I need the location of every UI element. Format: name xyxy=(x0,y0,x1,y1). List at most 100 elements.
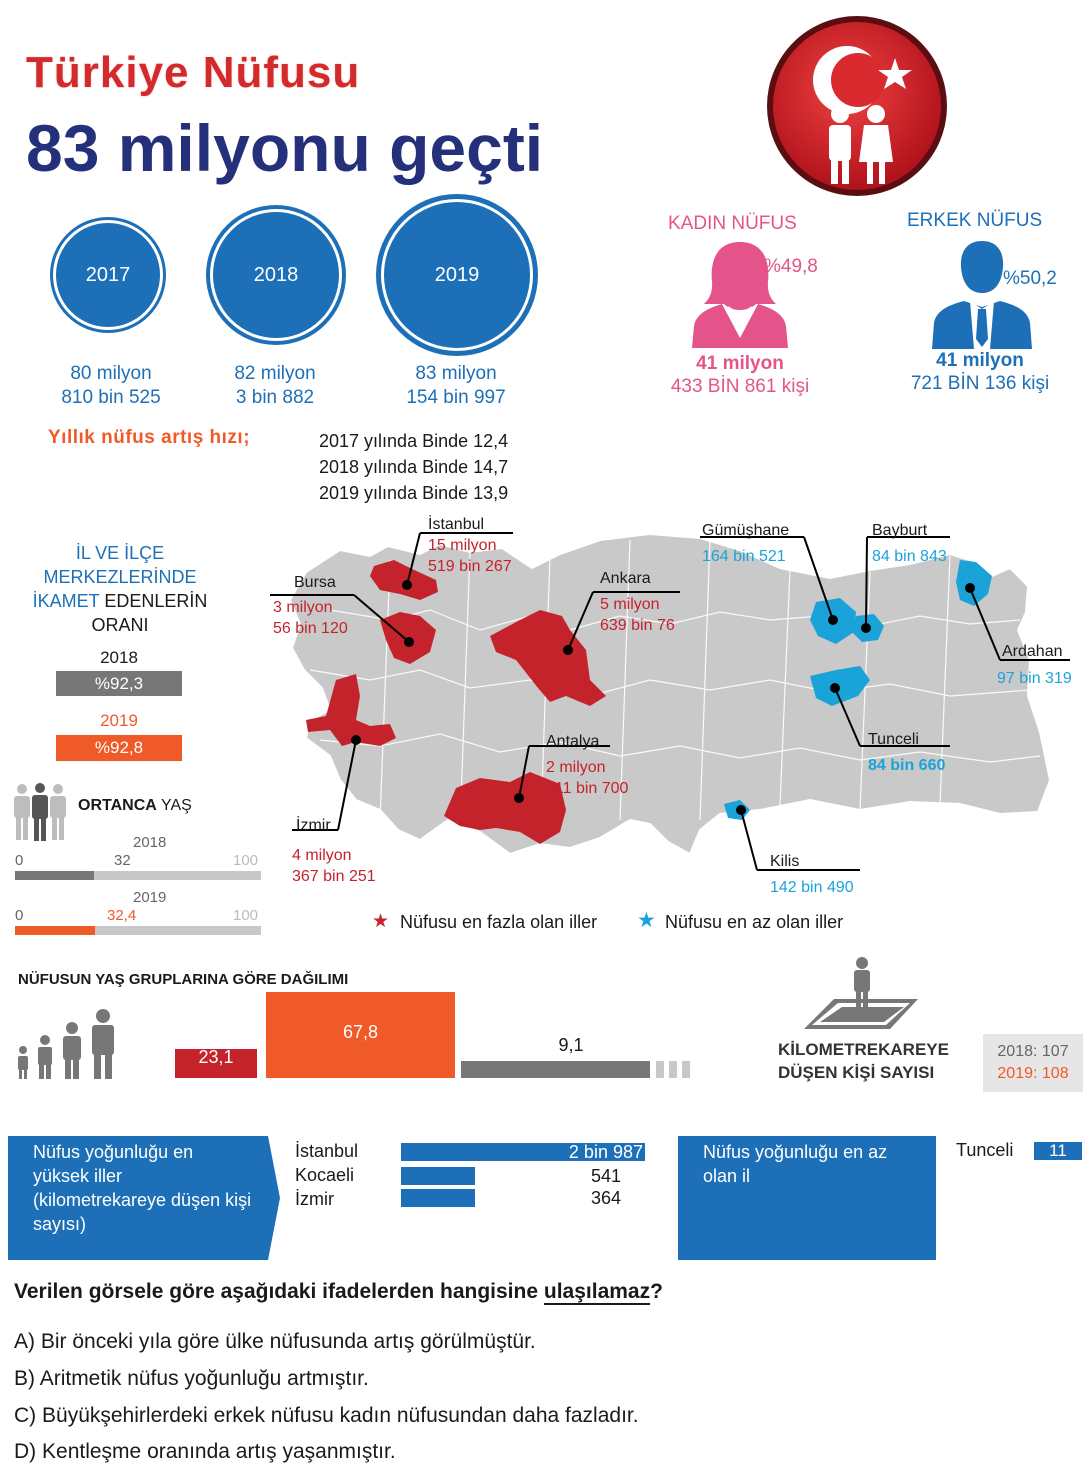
option-letter: C) xyxy=(14,1404,37,1427)
residence-title-line: ORANI xyxy=(91,615,149,635)
residence-title: İL VE İLÇE MERKEZLERİNDE İKAMET EDENLERİ… xyxy=(10,541,230,637)
year-label: 2018 xyxy=(210,209,342,341)
km2-values: 2018: 107 2019: 108 xyxy=(983,1034,1083,1092)
option-b[interactable]: B) Aritmetik nüfus yoğunluğu artmıştır. xyxy=(14,1367,369,1391)
median-max-2018: 100 xyxy=(233,852,259,869)
option-letter: D) xyxy=(14,1440,37,1463)
median-fill-2018 xyxy=(15,871,94,880)
median-max-2019: 100 xyxy=(233,907,259,924)
population-line: 82 milyon xyxy=(234,363,316,384)
option-c[interactable]: C) Büyükşehirlerdeki erkek nüfusu kadın … xyxy=(14,1404,639,1428)
map-label-kilis: Kilis 142 bin 490 xyxy=(770,851,854,898)
izmir-region xyxy=(306,674,396,746)
istanbul-region xyxy=(370,560,438,600)
map-city: İstanbul xyxy=(428,516,485,533)
year-2017-circle: 2017 xyxy=(50,217,166,333)
km2-value-2018: 2018: 107 xyxy=(997,1043,1069,1060)
option-text: Aritmetik nüfus yoğunluğu artmıştır. xyxy=(39,1367,369,1390)
km2-label: KİLOMETREKAREYE DÜŞEN KİŞİ SAYISI xyxy=(778,1038,949,1084)
map-city: Tunceli xyxy=(868,731,919,748)
map-value-bursa: 3 milyon 56 bin 120 xyxy=(273,597,348,639)
map-value: 5 milyon xyxy=(600,596,660,613)
question-stem-text: Verilen görsele göre aşağıdaki ifadelerd… xyxy=(14,1280,544,1303)
option-text: Büyükşehirlerdeki erkek nüfusu kadın nüf… xyxy=(42,1404,639,1427)
density-low-box: Nüfus yoğunluğu en az olan il xyxy=(678,1136,936,1260)
map-value: 511 bin 700 xyxy=(546,780,629,797)
median-value-2019: 32,4 xyxy=(107,907,137,924)
median-age-label: ORTANCA YAŞ xyxy=(78,797,192,815)
map-value: 3 milyon xyxy=(273,599,333,616)
population-2018: 82 milyon 3 bin 882 xyxy=(190,362,360,410)
map-label-bursa: Bursa xyxy=(294,572,336,593)
median-age-label-rest: YAŞ xyxy=(160,797,192,814)
map-city: Gümüşhane xyxy=(702,522,790,539)
density-city: İzmir xyxy=(295,1189,334,1209)
density-value-istanbul: 2 bin 987 xyxy=(568,1142,643,1162)
male-population: 41 milyon 721 BİN 136 kişi xyxy=(880,349,1080,395)
age-bar-dash xyxy=(669,1061,677,1078)
man-icon xyxy=(932,241,1032,349)
map-label-ankara: Ankara 5 milyon 639 bin 76 xyxy=(600,568,675,636)
map-value: 84 bin 660 xyxy=(868,757,946,774)
female-line2: 433 BİN 861 kişi xyxy=(670,376,810,397)
map-city: Antalya xyxy=(546,733,600,750)
growth-row: 2018 yılında Binde 14,7 xyxy=(319,457,509,477)
growth-row: 2017 yılında Binde 12,4 xyxy=(319,431,509,451)
density-value-kocaeli: 541 xyxy=(591,1166,622,1186)
option-d[interactable]: D) Kentleşme oranında artış yaşanmıştır. xyxy=(14,1440,396,1464)
map-city: İzmir xyxy=(296,817,331,834)
median-fill-2019 xyxy=(15,926,95,935)
residence-title-line: İKAMET xyxy=(32,591,100,611)
option-a[interactable]: A) Bir önceki yıla göre ülke nüfusunda a… xyxy=(14,1330,536,1354)
female-title: KADIN NÜFUS xyxy=(668,213,797,234)
growth-row: 2019 yılında Binde 13,9 xyxy=(319,483,509,503)
growth-label: Yıllık nüfus artış hızı; xyxy=(48,427,251,448)
residence-value-2018: %92,3 xyxy=(56,671,182,696)
map-value-izmir: 4 milyon 367 bin 251 xyxy=(292,845,376,887)
option-letter: A) xyxy=(14,1330,35,1353)
density-bar-kocaeli xyxy=(401,1167,475,1185)
map-city: Bursa xyxy=(294,574,336,591)
map-value: 639 bin 76 xyxy=(600,617,675,634)
flag-people-emblem xyxy=(767,16,947,196)
population-line: 83 milyon xyxy=(415,363,497,384)
residence-value-2019: %92,8 xyxy=(56,735,182,761)
population-line: 810 bin 525 xyxy=(61,387,161,408)
legend-red-star-icon: ★ xyxy=(372,911,390,932)
density-bar-istanbul xyxy=(401,1143,645,1161)
population-line: 80 milyon xyxy=(70,363,152,384)
male-title: ERKEK NÜFUS xyxy=(907,210,1043,231)
person-on-square-icon xyxy=(804,957,918,1029)
median-min-2018: 0 xyxy=(15,852,24,869)
map-value: 142 bin 490 xyxy=(770,879,854,896)
map-label-bayburt: Bayburt 84 bin 843 xyxy=(872,520,947,567)
population-line: 3 bin 882 xyxy=(235,387,315,408)
km2-value-2019: 2019: 108 xyxy=(997,1065,1069,1082)
map-city: Bayburt xyxy=(872,522,928,539)
median-year-2018: 2018 xyxy=(133,834,167,851)
residence-title-line: MERKEZLERİNDE xyxy=(43,567,197,587)
ardahan-region xyxy=(956,560,992,606)
age-value-0-14: 23,1 xyxy=(198,1047,234,1067)
year-label: 2017 xyxy=(53,220,163,330)
age-groups-title: NÜFUSUN YAŞ GRUPLARINA GÖRE DAĞILIMI xyxy=(18,971,349,988)
marker-dots xyxy=(351,580,975,815)
km2-label-line: KİLOMETREKAREYE xyxy=(778,1040,949,1059)
female-population: 41 milyon 433 BİN 861 kişi xyxy=(640,352,840,398)
turkey-map xyxy=(270,532,1070,871)
male-line1: 41 milyon xyxy=(936,350,1024,371)
map-value: 15 milyon xyxy=(428,537,497,554)
density-high-text: Nüfus yoğunluğu en yüksek iller (kilomet… xyxy=(33,1142,252,1234)
age-value-15-64: 67,8 xyxy=(342,1022,379,1042)
age-people-icon xyxy=(18,1009,114,1079)
legend-least: Nüfusu en az olan iller xyxy=(665,912,844,932)
density-high-box: Nüfus yoğunluğu en yüksek iller (kilomet… xyxy=(8,1136,280,1260)
legend-blue-star-icon: ★ xyxy=(637,909,656,932)
age-bar-dash xyxy=(656,1061,664,1078)
year-2019-circle: 2019 xyxy=(376,194,538,356)
map-value: 164 bin 521 xyxy=(702,548,786,565)
female-percent: %49,8 xyxy=(764,256,818,277)
map-label-izmir: İzmir xyxy=(296,815,331,836)
year-2018-circle: 2018 xyxy=(206,205,346,345)
residence-title-line: İL VE İLÇE xyxy=(75,543,165,563)
